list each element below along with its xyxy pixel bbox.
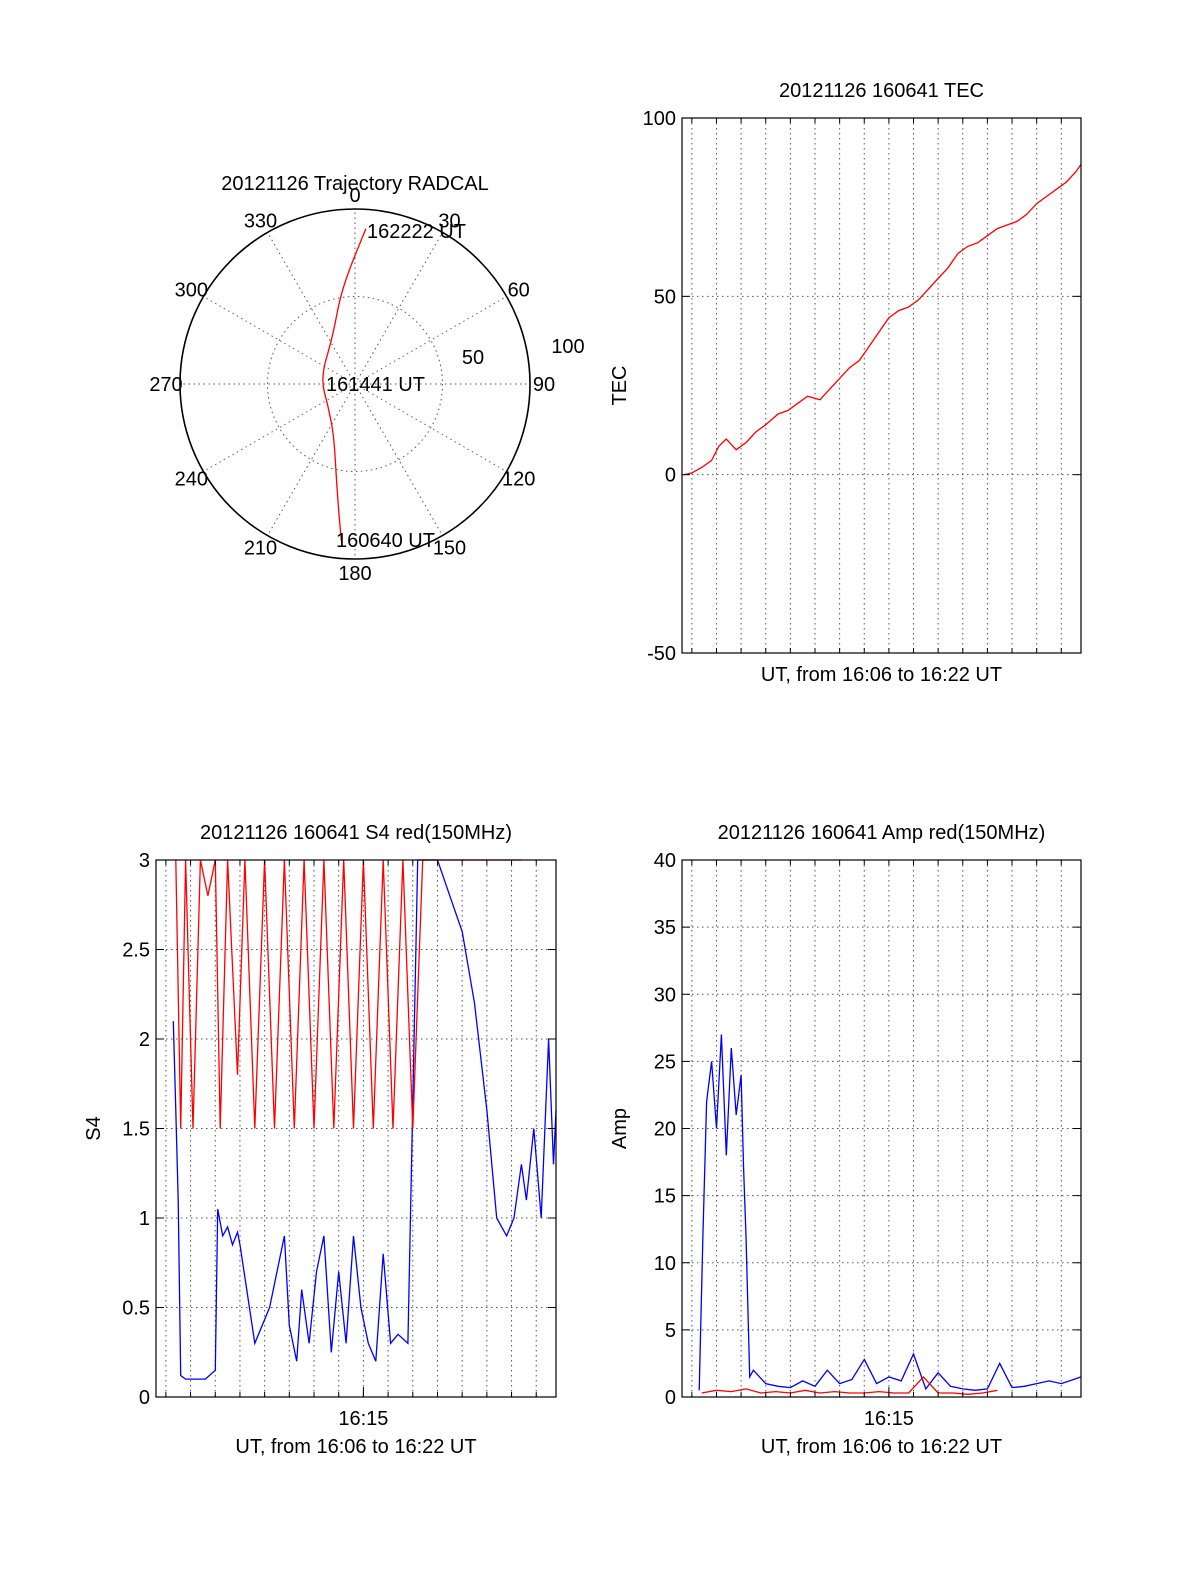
y-tick-label: 1.5 — [122, 1119, 150, 1141]
chart-title: 20121126 160641 Amp red(150MHz) — [718, 822, 1046, 844]
trajectory-end-label: 162222 UT — [367, 221, 466, 243]
trajectory-mid-label: 161441 UT — [326, 374, 425, 396]
trajectory-line — [322, 228, 367, 541]
polar-spoke — [354, 232, 443, 385]
y-tick-label: 15 — [654, 1186, 676, 1208]
chart-title: 20121126 160641 S4 red(150MHz) — [200, 822, 512, 844]
series-line — [175, 859, 522, 1129]
polar-title: 20121126 Trajectory RADCAL — [221, 173, 489, 195]
azimuth-label: 210 — [244, 538, 277, 560]
x-axis-label: UT, from 16:06 to 16:22 UT — [235, 1436, 476, 1458]
y-tick-label: 35 — [654, 917, 676, 939]
x-tick-label: 16:15 — [338, 1408, 388, 1430]
radial-label: 50 — [462, 347, 484, 369]
polar-labels: 0 30 60 90 120 150 180 210 240 270 300 330 50 100 — [149, 185, 584, 585]
azimuth-label: 90 — [533, 374, 555, 396]
polar-spoke — [354, 383, 443, 536]
azimuth-label: 60 — [508, 280, 530, 302]
y-tick-label: 25 — [654, 1051, 676, 1073]
trajectory-start-label: 160640 UT — [336, 530, 435, 552]
y-tick-label: 2.5 — [122, 940, 150, 962]
polar-spoke — [354, 296, 507, 385]
plot-frame — [681, 117, 1082, 654]
y-tick-label: 10 — [654, 1253, 676, 1275]
y-tick-label: 50 — [654, 286, 676, 308]
y-tick-label: 30 — [654, 984, 676, 1006]
radial-label: 100 — [551, 336, 584, 358]
azimuth-label: 0 — [349, 185, 360, 207]
polar-spoke — [267, 232, 356, 385]
series-line — [172, 859, 557, 1380]
azimuth-label: 120 — [502, 469, 535, 491]
y-tick-label: 3 — [139, 850, 150, 872]
x-tick-label: 16:15 — [864, 1408, 914, 1430]
azimuth-label: 150 — [433, 538, 466, 560]
y-tick-label: 5 — [665, 1320, 676, 1342]
polar-spoke — [354, 383, 507, 472]
polar-spoke — [203, 296, 356, 385]
x-axis-label: UT, from 16:06 to 16:22 UT — [761, 664, 1002, 686]
y-axis-label: Amp — [609, 1108, 631, 1149]
y-tick-label: 0.5 — [122, 1298, 150, 1320]
y-tick-label: 0 — [665, 465, 676, 487]
y-tick-label: 1 — [139, 1208, 150, 1230]
y-tick-label: 40 — [654, 850, 676, 872]
azimuth-label: 180 — [338, 563, 371, 585]
y-axis-label: TEC — [609, 366, 631, 406]
polar-grid — [179, 208, 531, 560]
y-tick-label: 0 — [139, 1387, 150, 1409]
y-tick-label: -50 — [647, 643, 676, 665]
polar-trajectory — [322, 228, 367, 541]
x-axis-label: UT, from 16:06 to 16:22 UT — [761, 1436, 1002, 1458]
y-tick-label: 100 — [643, 108, 676, 130]
y-tick-label: 2 — [139, 1029, 150, 1051]
azimuth-label: 270 — [149, 374, 182, 396]
chart-title: 20121126 160641 TEC — [779, 80, 984, 102]
polar-spoke — [203, 383, 356, 472]
series-line — [683, 164, 1082, 476]
polar-trajectory-plot: 20121126 Trajectory RADCAL 0 30 60 90 120 150… — [149, 173, 584, 585]
y-tick-label: 0 — [665, 1387, 676, 1409]
polar-spoke — [267, 383, 356, 536]
polar-outer-circle — [179, 208, 531, 560]
azimuth-label: 30 — [438, 210, 460, 232]
y-tick-label: 20 — [654, 1119, 676, 1141]
y-axis-label: S4 — [83, 1116, 105, 1140]
amp-chart: 0 5 10 15 20 25 30 35 40 16:15 20121126 160641 Amp… — [609, 822, 1082, 1458]
azimuth-label: 240 — [175, 469, 208, 491]
s4-chart: 0 0.5 1 1.5 2 2.5 3 16:15 20121126 160641 S4 red… — [83, 822, 557, 1458]
series-line — [701, 1375, 998, 1395]
tec-chart: -50 0 50 100 20121126 160641 TEC UT, from 16:… — [609, 80, 1082, 686]
polar-inner-circle — [267, 296, 443, 472]
plot-frame — [681, 859, 1082, 1398]
azimuth-label: 300 — [175, 280, 208, 302]
series-line — [698, 1034, 1082, 1391]
azimuth-label: 330 — [244, 210, 277, 232]
